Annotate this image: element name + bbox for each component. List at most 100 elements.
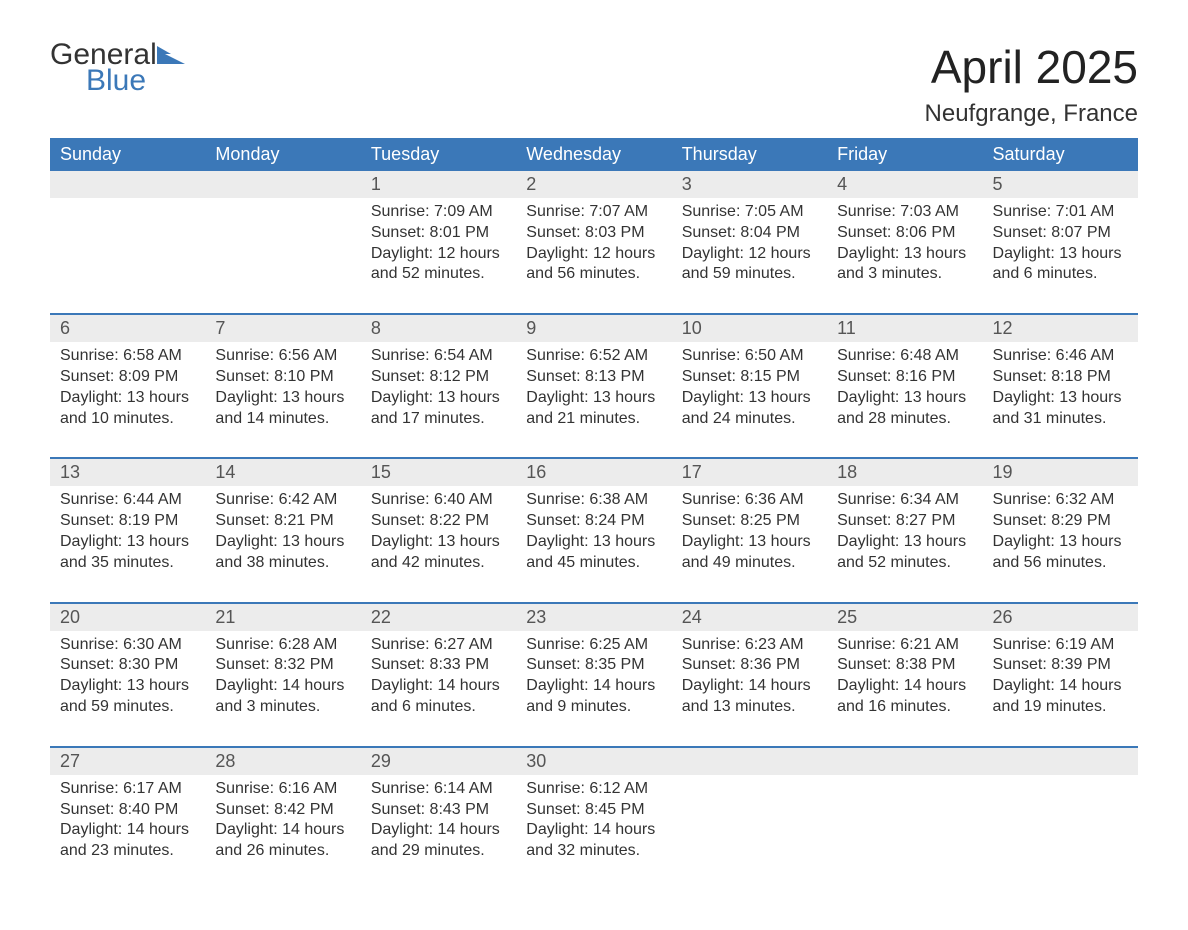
daylight-line-2: and 3 minutes. xyxy=(215,697,350,718)
sunset-text: Sunset: 8:27 PM xyxy=(837,511,972,532)
daylight-line-2: and 38 minutes. xyxy=(215,553,350,574)
daylight-line-1: Daylight: 14 hours xyxy=(215,820,350,841)
daylight-line-2: and 52 minutes. xyxy=(371,264,506,285)
daylight-line-2: and 59 minutes. xyxy=(682,264,817,285)
day-content-cell: Sunrise: 6:44 AMSunset: 8:19 PMDaylight:… xyxy=(50,486,205,602)
daylight-line-2: and 42 minutes. xyxy=(371,553,506,574)
sunset-text: Sunset: 8:16 PM xyxy=(837,367,972,388)
sunrise-text: Sunrise: 7:07 AM xyxy=(526,202,661,223)
daylight-line-1: Daylight: 13 hours xyxy=(682,388,817,409)
day-content-cell xyxy=(50,198,205,314)
daylight-line-1: Daylight: 13 hours xyxy=(60,388,195,409)
day-number-cell: 9 xyxy=(516,314,671,342)
daylight-line-1: Daylight: 14 hours xyxy=(837,676,972,697)
sunset-text: Sunset: 8:30 PM xyxy=(60,655,195,676)
day-content-cell: Sunrise: 6:32 AMSunset: 8:29 PMDaylight:… xyxy=(983,486,1138,602)
day-number-cell xyxy=(827,747,982,775)
sunrise-text: Sunrise: 6:46 AM xyxy=(993,346,1128,367)
day-content-cell: Sunrise: 6:42 AMSunset: 8:21 PMDaylight:… xyxy=(205,486,360,602)
day-content-row: Sunrise: 6:17 AMSunset: 8:40 PMDaylight:… xyxy=(50,775,1138,890)
daylight-line-2: and 32 minutes. xyxy=(526,841,661,862)
weekday-header-row: Sunday Monday Tuesday Wednesday Thursday… xyxy=(50,138,1138,171)
daylight-line-2: and 16 minutes. xyxy=(837,697,972,718)
day-number-cell: 1 xyxy=(361,171,516,198)
daylight-line-1: Daylight: 13 hours xyxy=(993,532,1128,553)
daylight-line-2: and 13 minutes. xyxy=(682,697,817,718)
sunset-text: Sunset: 8:03 PM xyxy=(526,223,661,244)
daylight-line-1: Daylight: 12 hours xyxy=(371,244,506,265)
day-number-cell xyxy=(672,747,827,775)
brand-flag-icon xyxy=(157,40,185,70)
sunset-text: Sunset: 8:19 PM xyxy=(60,511,195,532)
day-number-cell: 21 xyxy=(205,603,360,631)
sunrise-text: Sunrise: 6:42 AM xyxy=(215,490,350,511)
daylight-line-1: Daylight: 14 hours xyxy=(682,676,817,697)
daylight-line-2: and 26 minutes. xyxy=(215,841,350,862)
day-number-cell: 3 xyxy=(672,171,827,198)
day-number-cell: 17 xyxy=(672,458,827,486)
day-content-cell: Sunrise: 6:56 AMSunset: 8:10 PMDaylight:… xyxy=(205,342,360,458)
day-content-cell: Sunrise: 7:01 AMSunset: 8:07 PMDaylight:… xyxy=(983,198,1138,314)
daylight-line-2: and 31 minutes. xyxy=(993,409,1128,430)
day-content-cell: Sunrise: 6:14 AMSunset: 8:43 PMDaylight:… xyxy=(361,775,516,890)
day-number-cell xyxy=(983,747,1138,775)
sunrise-text: Sunrise: 6:38 AM xyxy=(526,490,661,511)
day-content-cell: Sunrise: 6:21 AMSunset: 8:38 PMDaylight:… xyxy=(827,631,982,747)
daylight-line-1: Daylight: 14 hours xyxy=(526,820,661,841)
sunrise-text: Sunrise: 6:44 AM xyxy=(60,490,195,511)
day-number-cell: 5 xyxy=(983,171,1138,198)
title-block: April 2025 Neufgrange, France xyxy=(925,40,1138,128)
calendar-table: Sunday Monday Tuesday Wednesday Thursday… xyxy=(50,138,1138,890)
sunset-text: Sunset: 8:22 PM xyxy=(371,511,506,532)
day-content-cell xyxy=(827,775,982,890)
day-content-cell: Sunrise: 6:40 AMSunset: 8:22 PMDaylight:… xyxy=(361,486,516,602)
daylight-line-2: and 9 minutes. xyxy=(526,697,661,718)
daylight-line-2: and 28 minutes. xyxy=(837,409,972,430)
day-number-cell: 7 xyxy=(205,314,360,342)
day-number-cell: 2 xyxy=(516,171,671,198)
sunset-text: Sunset: 8:35 PM xyxy=(526,655,661,676)
day-number-row: 12345 xyxy=(50,171,1138,198)
weekday-header: Sunday xyxy=(50,138,205,171)
day-number-cell: 26 xyxy=(983,603,1138,631)
daylight-line-1: Daylight: 12 hours xyxy=(526,244,661,265)
day-number-cell: 29 xyxy=(361,747,516,775)
daylight-line-2: and 56 minutes. xyxy=(993,553,1128,574)
page-title: April 2025 xyxy=(925,40,1138,94)
day-number-cell: 10 xyxy=(672,314,827,342)
daylight-line-1: Daylight: 13 hours xyxy=(993,244,1128,265)
day-content-cell: Sunrise: 6:16 AMSunset: 8:42 PMDaylight:… xyxy=(205,775,360,890)
day-content-cell: Sunrise: 7:03 AMSunset: 8:06 PMDaylight:… xyxy=(827,198,982,314)
brand-logo: General Blue xyxy=(50,40,185,96)
day-content-cell xyxy=(983,775,1138,890)
day-number-cell: 24 xyxy=(672,603,827,631)
daylight-line-1: Daylight: 13 hours xyxy=(993,388,1128,409)
sunrise-text: Sunrise: 6:19 AM xyxy=(993,635,1128,656)
sunset-text: Sunset: 8:25 PM xyxy=(682,511,817,532)
sunrise-text: Sunrise: 7:01 AM xyxy=(993,202,1128,223)
sunset-text: Sunset: 8:18 PM xyxy=(993,367,1128,388)
day-content-cell xyxy=(672,775,827,890)
sunset-text: Sunset: 8:10 PM xyxy=(215,367,350,388)
day-number-row: 13141516171819 xyxy=(50,458,1138,486)
daylight-line-2: and 19 minutes. xyxy=(993,697,1128,718)
day-content-cell: Sunrise: 6:12 AMSunset: 8:45 PMDaylight:… xyxy=(516,775,671,890)
daylight-line-1: Daylight: 14 hours xyxy=(526,676,661,697)
day-content-cell: Sunrise: 6:54 AMSunset: 8:12 PMDaylight:… xyxy=(361,342,516,458)
daylight-line-1: Daylight: 13 hours xyxy=(371,388,506,409)
sunrise-text: Sunrise: 6:40 AM xyxy=(371,490,506,511)
weekday-header: Tuesday xyxy=(361,138,516,171)
daylight-line-1: Daylight: 14 hours xyxy=(371,676,506,697)
sunrise-text: Sunrise: 6:52 AM xyxy=(526,346,661,367)
day-number-cell: 22 xyxy=(361,603,516,631)
day-content-cell: Sunrise: 6:23 AMSunset: 8:36 PMDaylight:… xyxy=(672,631,827,747)
daylight-line-1: Daylight: 13 hours xyxy=(215,388,350,409)
daylight-line-1: Daylight: 12 hours xyxy=(682,244,817,265)
day-number-cell: 11 xyxy=(827,314,982,342)
daylight-line-1: Daylight: 13 hours xyxy=(60,676,195,697)
sunset-text: Sunset: 8:39 PM xyxy=(993,655,1128,676)
day-content-cell: Sunrise: 6:34 AMSunset: 8:27 PMDaylight:… xyxy=(827,486,982,602)
sunset-text: Sunset: 8:38 PM xyxy=(837,655,972,676)
sunrise-text: Sunrise: 6:25 AM xyxy=(526,635,661,656)
day-content-cell: Sunrise: 6:28 AMSunset: 8:32 PMDaylight:… xyxy=(205,631,360,747)
